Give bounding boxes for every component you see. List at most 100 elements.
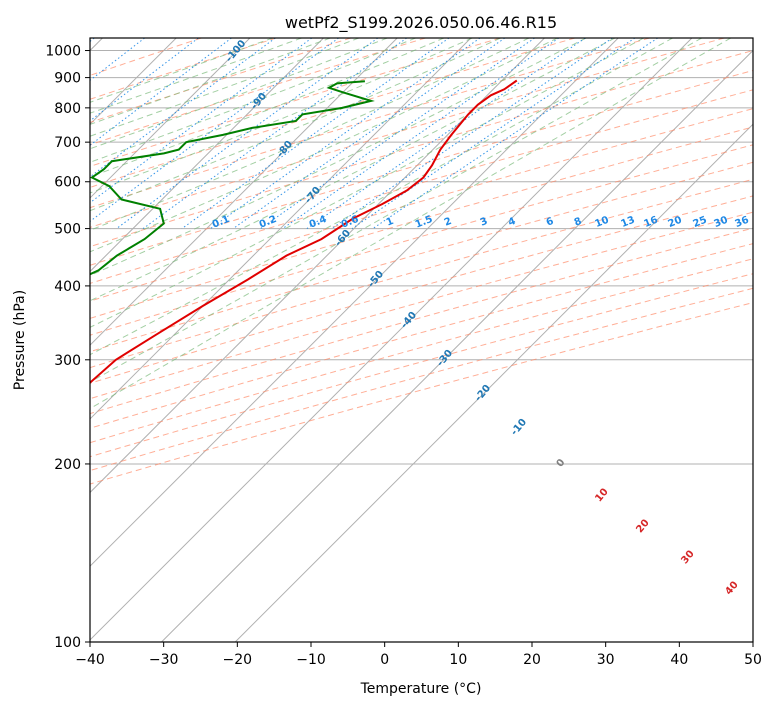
dry-adiabat-line — [90, 161, 753, 353]
y-tick-label: 400 — [54, 279, 81, 295]
isotherm-line — [90, 38, 619, 567]
y-tick-label: 600 — [54, 175, 81, 191]
chart-title: wetPf2_S199.2026.050.06.46.R15 — [285, 13, 557, 33]
moist-adiabat-line — [90, 38, 273, 103]
mixing-ratio-line — [282, 38, 560, 230]
mixing-ratio-line — [90, 38, 95, 43]
dry-adiabat-line — [90, 258, 753, 444]
dry-adiabat-label: -90 — [249, 91, 269, 112]
x-tick-label: −30 — [149, 652, 179, 668]
isotherm-line — [90, 38, 472, 420]
x-axis: −40 −30 −20 −10 0 10 20 30 40 50 — [75, 642, 762, 668]
mixing-ratio-label: 6 — [545, 216, 556, 229]
mixing-ratio-label: 10 — [594, 215, 611, 230]
dry-adiabat-line — [90, 38, 650, 209]
moist-adiabat-label: 10 — [593, 486, 610, 504]
y-tick-label: 800 — [54, 101, 81, 117]
mixing-ratio-line — [90, 38, 232, 146]
moist-adiabat-label: 0 — [555, 457, 568, 469]
mixing-ratio-line — [351, 38, 636, 230]
dry-adiabat-line — [90, 89, 753, 284]
mixing-ratio-line — [90, 38, 313, 204]
moist-adiabat-line — [90, 38, 331, 125]
dewpoint-profile-line — [90, 80, 375, 276]
mixing-ratio-label: 1 — [385, 216, 396, 229]
x-tick-label: −40 — [75, 652, 105, 668]
temperature-profile-line — [90, 79, 518, 384]
dry-adiabat-line — [90, 69, 753, 266]
y-tick-label: 1000 — [45, 44, 81, 60]
y-tick-label: 100 — [54, 635, 81, 651]
y-tick-label: 900 — [54, 71, 81, 87]
dry-adiabat-line — [90, 38, 426, 146]
dry-adiabat-line — [90, 302, 753, 485]
dry-adiabat-label: -100 — [224, 38, 249, 64]
isotherm-line — [90, 38, 398, 346]
mixing-ratio-line — [372, 38, 658, 230]
mixing-ratio-line — [90, 38, 199, 122]
dry-adiabat-line — [90, 227, 753, 415]
isotherm-line — [161, 49, 753, 642]
mixing-ratio-line — [142, 38, 407, 230]
mixing-ratio-line — [116, 38, 379, 230]
dry-adiabat-line — [90, 38, 501, 167]
mixing-ratio-line — [181, 38, 450, 230]
moist-adiabat-label: 30 — [679, 548, 696, 566]
moist-adiabat-line — [90, 38, 702, 383]
moist-adiabat-label: 20 — [634, 517, 651, 535]
moist-adiabat-line — [90, 38, 558, 253]
dry-adiabat-line — [90, 211, 753, 400]
mixing-ratio-line — [232, 38, 506, 230]
moist-adiabat-line — [90, 38, 416, 163]
moist-adiabat-line — [90, 38, 360, 137]
dry-adiabat-line — [90, 126, 753, 319]
isotherm-line — [90, 38, 251, 199]
moist-adiabat-line — [90, 38, 473, 194]
x-tick-label: 40 — [670, 652, 688, 668]
x-tick-label: −10 — [296, 652, 326, 668]
mixing-ratio-line — [306, 38, 586, 230]
x-tick-label: 20 — [523, 652, 541, 668]
mixing-ratio-label: 16 — [643, 215, 660, 230]
moist-adiabat-line — [90, 38, 501, 212]
dry-adiabat-line — [90, 49, 753, 248]
moist-adiabat-line — [90, 38, 587, 276]
moist-adiabat-line — [90, 38, 644, 328]
mixing-ratio-line — [331, 38, 613, 230]
mixing-ratio-label: 36 — [734, 215, 751, 230]
moist-adiabat-line — [90, 38, 673, 356]
plot-area: -100-90-80-70-60-50-40-30-20-10010203040… — [90, 38, 753, 642]
dry-adiabat-line — [90, 38, 725, 228]
moist-adiabat-line — [90, 38, 530, 231]
y-tick-label: 700 — [54, 135, 81, 151]
x-axis-label: Temperature (°C) — [360, 681, 482, 697]
y-tick-label: 500 — [54, 222, 81, 238]
y-axis-label: Pressure (hPa) — [12, 290, 28, 390]
plot-frame — [89, 37, 754, 643]
mixing-ratio-label: 30 — [713, 215, 730, 230]
x-tick-label: 10 — [449, 652, 467, 668]
moist-adiabat-line — [90, 38, 445, 178]
x-tick-label: −20 — [223, 652, 253, 668]
x-tick-label: 30 — [597, 652, 615, 668]
dry-adiabat-line — [90, 273, 753, 458]
isotherm-line — [90, 38, 545, 494]
dry-adiabat-line — [90, 178, 753, 369]
mixing-ratio-label: 25 — [692, 215, 709, 230]
dry-adiabat-line — [90, 144, 753, 336]
dry-adiabat-line — [90, 287, 753, 472]
dry-adiabat-line — [90, 38, 277, 100]
mixing-ratio-line — [210, 38, 481, 230]
mixing-ratio-label: 13 — [620, 215, 637, 230]
dry-adiabat-line — [90, 243, 753, 429]
mixing-ratio-label: 8 — [573, 216, 584, 229]
isotherm-line — [234, 123, 753, 642]
x-tick-label: 50 — [744, 652, 762, 668]
dry-adiabat-line — [90, 38, 202, 76]
moist-adiabat-line — [90, 38, 388, 150]
mixing-ratio-label: 4 — [507, 216, 518, 229]
dry-adiabat-line — [90, 108, 753, 302]
x-tick-label: 0 — [380, 652, 389, 668]
moist-adiabat-line — [90, 38, 302, 114]
